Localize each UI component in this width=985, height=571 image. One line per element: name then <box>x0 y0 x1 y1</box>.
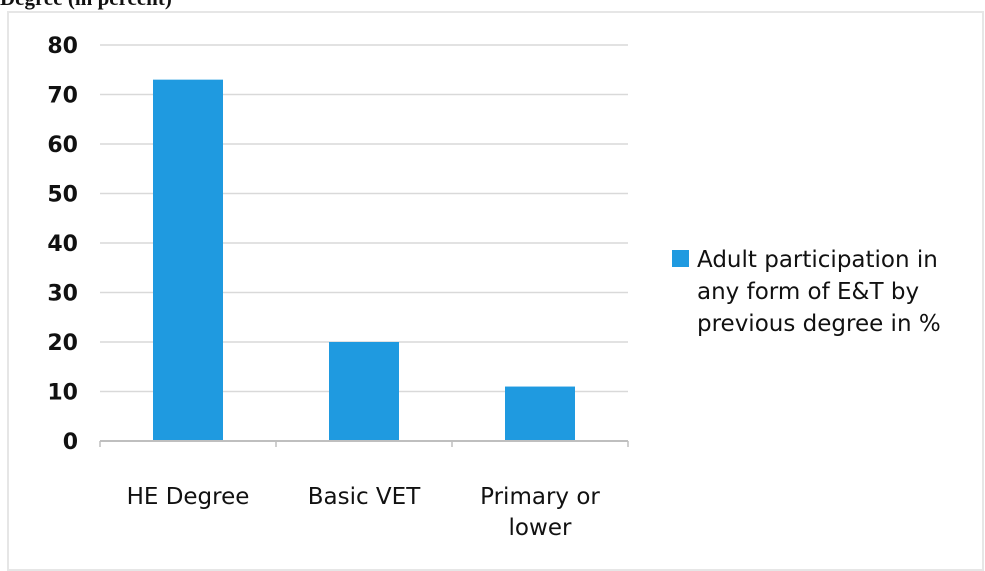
bar-basic-vet <box>329 342 399 441</box>
chart-frame <box>7 11 984 571</box>
legend-label-line: Adult participation in <box>697 247 938 273</box>
legend-label: Adult participation in any form of E&T by… <box>697 247 941 337</box>
y-tick-label: 40 <box>47 232 78 257</box>
bars <box>153 79 575 442</box>
y-tick-label: 20 <box>47 331 78 356</box>
legend-swatch <box>672 250 689 267</box>
legend-label-line: any form of E&T by <box>697 279 919 305</box>
x-axis <box>99 440 629 447</box>
bar-primary-or-lower <box>505 386 575 441</box>
y-tick-label: 0 <box>63 430 78 455</box>
x-category-label-line: lower <box>509 515 572 541</box>
x-axis-labels: HE Degree Basic VET Primary or lower <box>127 484 601 541</box>
y-tick-label: 30 <box>47 282 78 307</box>
page-title: Degree (in percent) <box>0 0 172 11</box>
x-category-label-line: HE Degree <box>127 484 250 510</box>
legend: Adult participation in any form of E&T by… <box>672 247 941 337</box>
x-category-label-line: Primary or <box>480 484 600 510</box>
bar-he-degree <box>153 79 223 442</box>
y-tick-label: 70 <box>47 84 78 109</box>
x-category-label: Primary or lower <box>480 484 600 541</box>
x-category-label-line: Basic VET <box>308 484 421 510</box>
x-category-label: Basic VET <box>308 484 421 510</box>
x-category-label: HE Degree <box>127 484 250 510</box>
legend-label-line: previous degree in % <box>697 311 941 337</box>
y-tick-label: 60 <box>47 133 78 158</box>
y-axis-ticks: 0 10 20 30 40 50 60 70 80 <box>47 34 78 455</box>
y-tick-label: 80 <box>47 34 78 59</box>
y-tick-label: 10 <box>47 381 78 406</box>
y-tick-label: 50 <box>47 183 78 208</box>
